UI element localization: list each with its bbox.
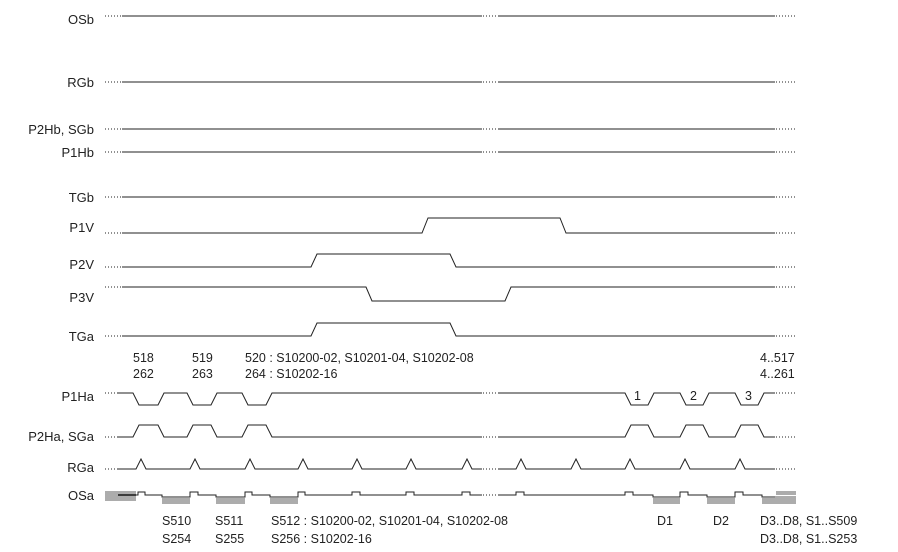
label-p1v: P1V [69,220,94,235]
annot-264: 264 : S10202-16 [245,367,337,381]
wave-p2v [105,253,795,268]
annot-4-261: 4..261 [760,367,795,381]
pulse-number-1: 1 [634,389,641,403]
hatch-d1 [653,496,680,504]
label-p2ha-sga: P2Ha, SGa [28,429,95,444]
label-p1ha: P1Ha [61,389,94,404]
annot-d3-s509: D3..D8, S1..S509 [760,514,857,528]
annot-520: 520 : S10200-02, S10201-04, S10202-08 [245,351,474,365]
hatch-right [762,491,796,504]
wave-rga [105,457,795,470]
hatch-s511 [216,496,245,504]
wave-tga [105,322,795,337]
wave-p1v [105,217,795,234]
annot-d2: D2 [713,514,729,528]
annot-d1: D1 [657,514,673,528]
annot-s256: S256 : S10202-16 [271,532,372,546]
annot-s511: S511 [215,514,243,528]
annot-s255: S255 [215,532,244,546]
hatch-d2 [707,496,735,504]
annot-518: 518 [133,351,154,365]
label-rga: RGa [67,460,95,475]
annot-s510: S510 [162,514,191,528]
label-p1hb: P1Hb [61,145,94,160]
hatch-s510 [162,496,190,504]
annot-4-517: 4..517 [760,351,795,365]
label-tga: TGa [69,329,95,344]
label-osa: OSa [68,488,95,503]
label-p2hb-sgb: P2Hb, SGb [28,122,94,137]
label-p3v: P3V [69,290,94,305]
annot-s254: S254 [162,532,191,546]
label-tgb: TGb [69,190,94,205]
wave-p3v [105,286,795,302]
annot-519: 519 [192,351,213,365]
annot-d3-s253: D3..D8, S1..S253 [760,532,857,546]
wave-p1ha [105,392,795,406]
label-rgb: RGb [67,75,94,90]
pulse-number-2: 2 [690,389,697,403]
wave-osa [105,491,796,504]
wave-p2ha-sga [105,424,795,438]
annot-s512: S512 : S10200-02, S10201-04, S10202-08 [271,514,508,528]
label-osb: OSb [68,12,94,27]
annot-262: 262 [133,367,154,381]
hatch-left [105,491,136,501]
label-p2v: P2V [69,257,94,272]
hatch-s512 [270,496,298,504]
pulse-number-3: 3 [745,389,752,403]
annot-263: 263 [192,367,213,381]
